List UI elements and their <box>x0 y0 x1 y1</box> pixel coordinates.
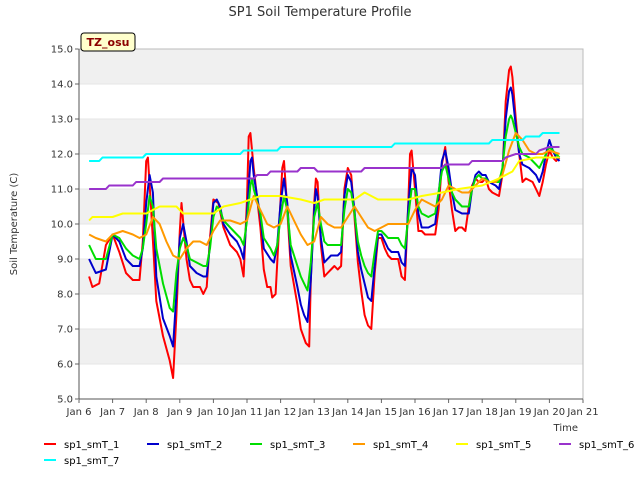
legend-label-sp1-smT-2: sp1_smT_2 <box>167 440 222 451</box>
grid-band <box>79 329 583 364</box>
x-tick-label: Jan 12 <box>264 407 296 418</box>
y-tick-label: 13.0 <box>51 115 73 126</box>
x-tick-label: Jan 7 <box>99 407 125 418</box>
legend-label-sp1-smT-3: sp1_smT_3 <box>270 440 325 451</box>
x-tick-label: Jan 8 <box>133 407 159 418</box>
x-axis-label: Time <box>553 423 578 434</box>
y-tick-label: 11.0 <box>51 185 73 196</box>
grid-band <box>79 49 583 84</box>
axes: 5.0 6.0 7.0 8.0 9.0 10.0 11.0 12.0 13.0 14.0 15.0 J… <box>51 45 599 419</box>
y-tick-label: 12.0 <box>51 150 73 161</box>
series-lines <box>88 65 561 379</box>
y-tick-label: 14.0 <box>51 80 73 91</box>
grid-band <box>79 119 583 154</box>
series-line-sp1-smT-5 <box>88 156 560 222</box>
series-line-sp1-smT-7 <box>89 132 560 162</box>
legend-label-sp1-smT-6: sp1_smT_6 <box>579 440 634 451</box>
x-tick-label: Jan 15 <box>365 407 397 418</box>
x-tick-label: Jan 20 <box>533 407 565 418</box>
legend-label-sp1-smT-1: sp1_smT_1 <box>64 440 119 451</box>
y-tick-label: 5.0 <box>57 395 73 406</box>
timezone-badge-label: TZ_osu <box>87 36 130 49</box>
x-tick-label: Jan 21 <box>566 407 598 418</box>
legend: sp1_smT_1 sp1_smT_2 sp1_smT_3 sp1_smT_4 sp1_… <box>44 440 634 467</box>
x-tick-label: Jan 6 <box>66 407 92 418</box>
series-line-sp1-smT-6 <box>89 146 560 190</box>
x-tick-label: Jan 17 <box>432 407 464 418</box>
x-tick-label: Jan 13 <box>298 407 330 418</box>
x-tick-label: Jan 14 <box>331 407 363 418</box>
y-axis-label: Soil Temperature (C) <box>9 173 20 276</box>
y-tick-label: 10.0 <box>51 220 73 231</box>
x-tick-label: Jan 18 <box>466 407 498 418</box>
y-tick-label: 7.0 <box>57 325 73 336</box>
x-tick-label: Jan 16 <box>398 407 430 418</box>
x-tick-label: Jan 11 <box>230 407 262 418</box>
timezone-badge: TZ_osu <box>80 32 136 52</box>
legend-label-sp1-smT-4: sp1_smT_4 <box>373 440 428 451</box>
y-tick-label: 15.0 <box>51 45 73 56</box>
y-tick-label: 6.0 <box>57 360 73 371</box>
x-tick-label: Jan 9 <box>166 407 192 418</box>
x-tick-label: Jan 19 <box>499 407 531 418</box>
legend-label-sp1-smT-7: sp1_smT_7 <box>64 456 119 467</box>
y-tick-label: 8.0 <box>57 290 73 301</box>
series-line-sp1-smT-2 <box>88 86 561 348</box>
y-tick-label: 9.0 <box>57 255 73 266</box>
series-line-sp1-smT-4 <box>88 132 560 260</box>
chart-title: SP1 Soil Temperature Profile <box>229 5 412 20</box>
grid-band <box>79 259 583 294</box>
x-tick-label: Jan 10 <box>197 407 229 418</box>
legend-label-sp1-smT-5: sp1_smT_5 <box>476 440 531 451</box>
